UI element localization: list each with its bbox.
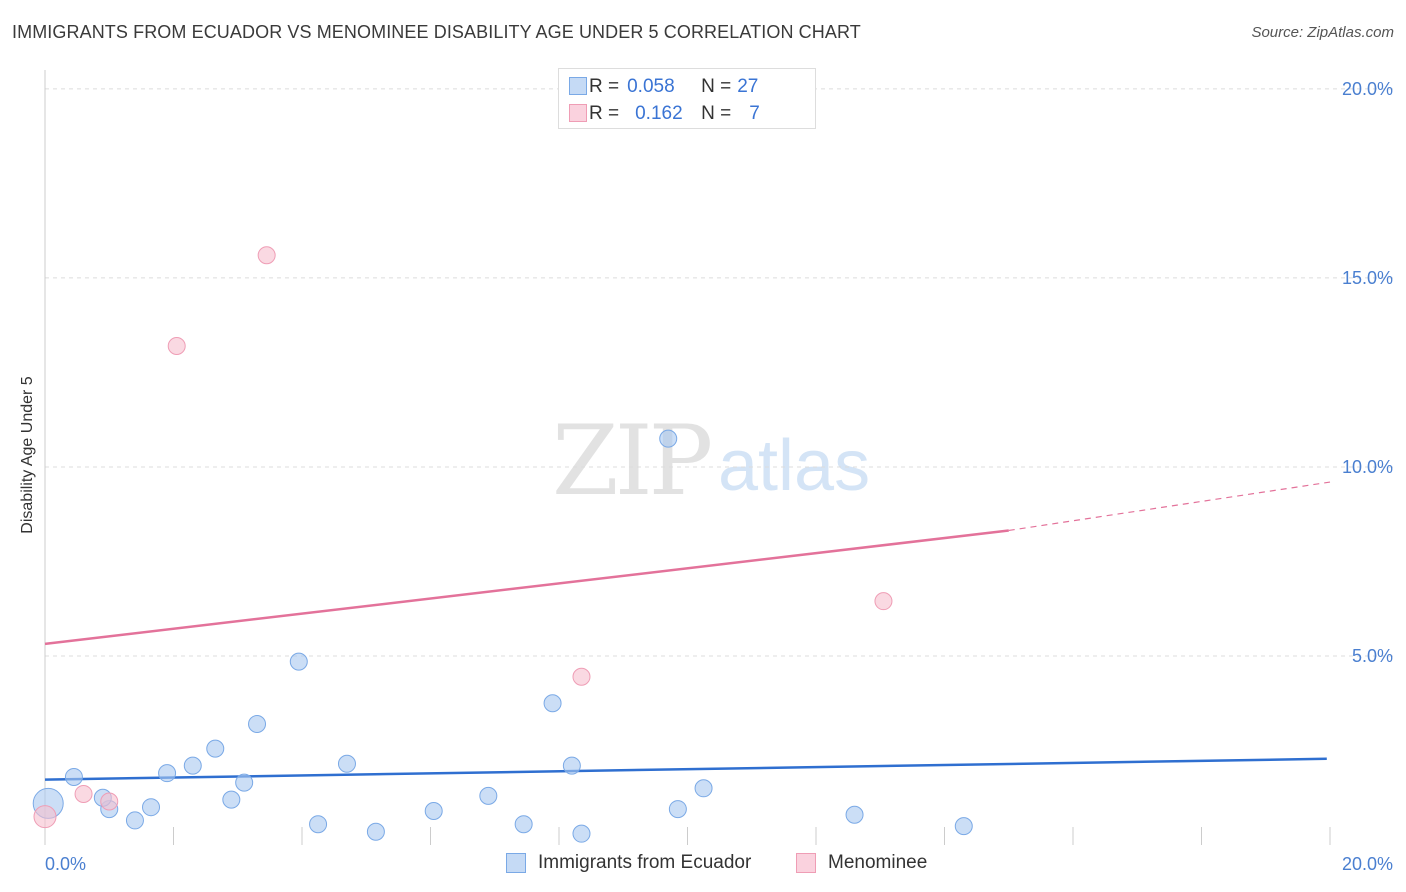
r-value: 0.162 xyxy=(635,103,683,124)
ecuador-legend-swatch xyxy=(506,853,526,873)
ecuador-point xyxy=(222,790,241,809)
menominee-point xyxy=(874,592,893,611)
stats-row-ecuador: R = 0.058 N = 27 xyxy=(569,75,759,99)
ecuador-point xyxy=(337,754,356,773)
n-value: 7 xyxy=(749,103,760,124)
ecuador-point xyxy=(309,815,328,834)
ecuador-point xyxy=(248,715,267,734)
ecuador-point xyxy=(64,767,83,786)
x-tick-label: 0.0% xyxy=(45,854,86,874)
ecuador-point xyxy=(694,779,713,798)
n-value: 27 xyxy=(737,76,759,97)
ecuador-point xyxy=(562,756,581,775)
stats-legend: R = 0.058 N = 27 R = 0.162 N = 7 xyxy=(558,68,816,129)
ecuador-point xyxy=(183,756,202,775)
legend-label-menominee: Menominee xyxy=(828,852,928,873)
ecuador-trend-line xyxy=(44,757,1327,781)
menominee-swatch xyxy=(569,104,587,122)
source-label: Source: ZipAtlas.com xyxy=(1251,24,1394,41)
menominee-trend-extension xyxy=(1008,481,1331,532)
ecuador-point xyxy=(659,429,678,448)
y-tick-label: 5.0% xyxy=(1352,646,1393,666)
r-label: R = xyxy=(589,103,620,124)
r-value: 0.058 xyxy=(627,76,675,97)
ecuador-point xyxy=(572,824,591,843)
menominee-point xyxy=(74,784,93,803)
x-tick-label: 20.0% xyxy=(1342,854,1393,874)
menominee-point xyxy=(100,792,119,811)
ecuador-point xyxy=(668,800,687,819)
ecuador-point xyxy=(289,652,308,671)
ecuador-swatch xyxy=(569,77,587,95)
y-tick-label: 15.0% xyxy=(1342,268,1393,288)
menominee-legend-swatch xyxy=(796,853,816,873)
ecuador-point xyxy=(366,822,385,841)
stats-row-menominee: R = 0.162 N = 7 xyxy=(569,102,760,126)
ecuador-point xyxy=(206,739,225,758)
menominee-point xyxy=(572,667,591,686)
chart-title: IMMIGRANTS FROM ECUADOR VS MENOMINEE DIS… xyxy=(12,22,861,42)
menominee-trend-line xyxy=(44,529,1009,646)
legend-label-ecuador: Immigrants from Ecuador xyxy=(538,852,752,873)
y-tick-label: 20.0% xyxy=(1342,79,1393,99)
series-legend: Immigrants from Ecuador Menominee xyxy=(0,850,1406,878)
n-label: N = xyxy=(701,103,732,124)
ecuador-point xyxy=(954,817,973,836)
ecuador-point xyxy=(424,801,443,820)
menominee-point xyxy=(167,336,186,355)
ecuador-point xyxy=(158,764,177,783)
ecuador-point xyxy=(543,694,562,713)
r-label: R = xyxy=(589,76,620,97)
menominee-point xyxy=(33,805,57,829)
menominee-point xyxy=(257,246,276,265)
ecuador-point xyxy=(479,786,498,805)
watermark-zip: ZIP xyxy=(552,405,713,517)
legend-item-ecuador[interactable]: Immigrants from Ecuador xyxy=(506,852,751,874)
ecuador-point xyxy=(514,815,533,834)
ecuador-point xyxy=(125,811,144,830)
watermark-atlas: atlas xyxy=(718,426,871,506)
y-tick-label: 10.0% xyxy=(1342,457,1393,477)
n-label: N = xyxy=(701,76,732,97)
legend-item-menominee[interactable]: Menominee xyxy=(796,852,927,874)
ecuador-point xyxy=(142,798,161,817)
ecuador-point xyxy=(845,805,864,824)
ecuador-point xyxy=(235,773,254,792)
